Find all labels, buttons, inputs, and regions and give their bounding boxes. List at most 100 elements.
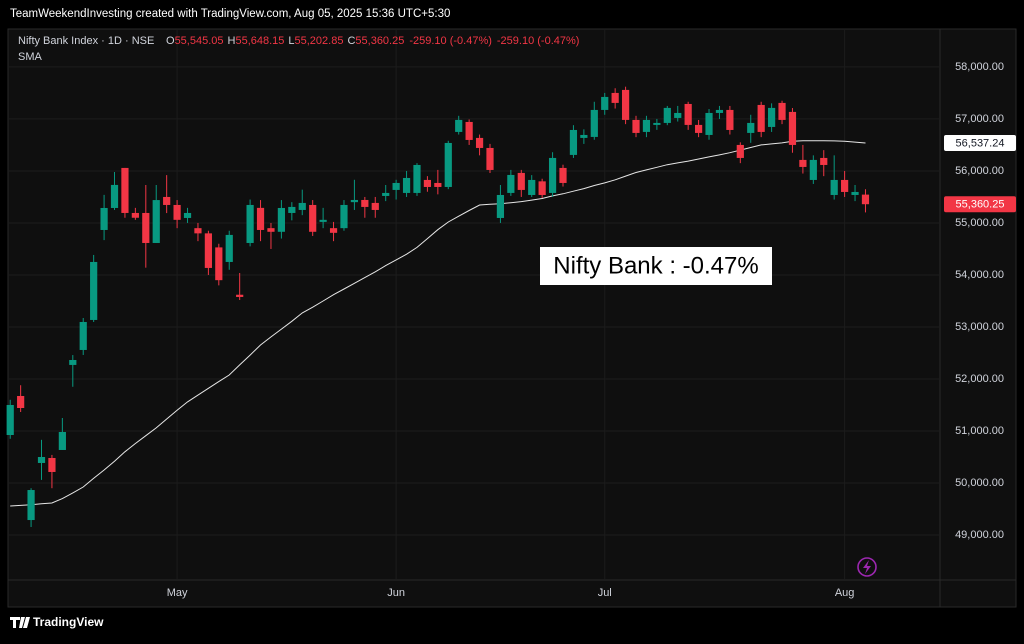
candle-body bbox=[17, 395, 25, 409]
candle-body bbox=[705, 112, 713, 135]
candle-body bbox=[152, 200, 160, 243]
candle-body bbox=[246, 204, 254, 243]
candle-body bbox=[392, 182, 400, 190]
candle-body bbox=[163, 196, 171, 205]
candle-body bbox=[6, 404, 14, 435]
candle-body bbox=[298, 202, 306, 210]
candle-body bbox=[861, 194, 870, 205]
ohlc-key: O bbox=[166, 35, 175, 47]
x-tick-label: Jun bbox=[387, 587, 405, 599]
legend-ohlc: O55,545.05 H55,648.15 L55,202.85 C55,360.25… bbox=[166, 35, 579, 47]
annotation-box bbox=[540, 247, 772, 285]
candle-body bbox=[194, 228, 202, 234]
ohlc-value: 55,648.15 bbox=[235, 35, 284, 47]
candle-body bbox=[757, 104, 765, 132]
candle-body bbox=[611, 92, 619, 103]
y-tick-label: 58,000.00 bbox=[955, 61, 1004, 73]
candle-body bbox=[329, 228, 338, 233]
candle-body bbox=[382, 192, 390, 196]
y-tick-label: 49,000.00 bbox=[955, 529, 1004, 541]
candle-body bbox=[225, 234, 233, 262]
candle-body bbox=[267, 228, 275, 232]
candle-body bbox=[475, 137, 484, 148]
candle-body bbox=[288, 206, 296, 213]
candle-body bbox=[277, 207, 285, 232]
candle-body bbox=[69, 360, 77, 365]
y-tick-label: 53,000.00 bbox=[955, 321, 1004, 333]
candle-body bbox=[507, 174, 515, 193]
brand-name: TradingView bbox=[33, 615, 104, 629]
candle-body bbox=[642, 119, 651, 132]
y-tick-label: 50,000.00 bbox=[955, 477, 1004, 489]
candle-body bbox=[851, 191, 859, 195]
candle-body bbox=[538, 181, 546, 195]
candle-body bbox=[361, 199, 369, 207]
candle-body bbox=[517, 172, 525, 190]
plot: 49,000.00 50,000.00 51,000.00 52,000.00 53,0… bbox=[6, 30, 1016, 599]
annotation: Nifty Bank : -0.47% bbox=[553, 252, 758, 279]
credit: TeamWeekendInvesting created with Tradin… bbox=[10, 8, 450, 20]
candle-body bbox=[486, 147, 494, 170]
candle-body bbox=[27, 490, 35, 521]
candle-body bbox=[319, 219, 327, 222]
candle-body bbox=[621, 89, 630, 120]
candle-body bbox=[559, 167, 567, 183]
legend-symbol: Nifty Bank Index · 1D · NSE bbox=[18, 35, 154, 47]
candle-body bbox=[726, 109, 734, 130]
candle-body bbox=[309, 204, 317, 232]
candle-body bbox=[496, 194, 505, 218]
candle-body bbox=[465, 121, 473, 140]
candle-body bbox=[788, 111, 797, 145]
candle-body bbox=[580, 134, 588, 138]
ohlc-value: 55,360.25 bbox=[355, 35, 404, 47]
candle-body bbox=[173, 204, 181, 220]
candle-body bbox=[674, 112, 682, 118]
candle-body bbox=[142, 212, 150, 243]
candle-body bbox=[455, 119, 463, 132]
y-tick-label: 52,000.00 bbox=[955, 373, 1004, 385]
alert-icon bbox=[857, 557, 877, 577]
candle-body bbox=[423, 179, 432, 187]
candle-body bbox=[79, 321, 87, 350]
y-tick-label: 54,000.00 bbox=[955, 269, 1004, 281]
candle-body bbox=[434, 182, 442, 187]
x-tick-label: Jul bbox=[598, 587, 612, 599]
candle-body bbox=[590, 109, 598, 137]
candle-body bbox=[632, 119, 640, 133]
candle-body bbox=[371, 202, 379, 210]
candle-body bbox=[340, 204, 348, 229]
candle-body bbox=[236, 294, 244, 297]
candle-body bbox=[809, 159, 817, 180]
candle-body bbox=[350, 199, 359, 203]
ohlc-key: H bbox=[228, 35, 236, 47]
ohlc-value: 55,202.85 bbox=[295, 35, 344, 47]
legend-indicator: SMA bbox=[18, 51, 43, 63]
brand-logo bbox=[10, 617, 30, 628]
candle-body bbox=[90, 261, 98, 320]
candle-body bbox=[402, 177, 411, 193]
y-tick-label: 55,000.00 bbox=[955, 217, 1004, 229]
ohlc-key: C bbox=[347, 35, 355, 47]
chart-panel bbox=[7, 28, 1017, 608]
candle-body bbox=[528, 179, 536, 195]
candle-body bbox=[694, 124, 703, 133]
candle-body bbox=[736, 144, 744, 158]
price-tag bbox=[944, 135, 1016, 152]
price-tag-label: 55,360.25 bbox=[956, 199, 1005, 211]
candle-body bbox=[256, 207, 265, 230]
candle-body bbox=[204, 233, 212, 268]
candle-body bbox=[569, 129, 578, 155]
candle-body bbox=[183, 212, 192, 218]
candle-body bbox=[58, 431, 66, 450]
legend-change: -259.10 (-0.47%) bbox=[497, 35, 580, 47]
legend-change: -259.10 (-0.47%) bbox=[409, 35, 492, 47]
candle-body bbox=[715, 109, 724, 113]
candle-body bbox=[830, 179, 838, 195]
candle-body bbox=[121, 167, 129, 213]
candle-body bbox=[778, 102, 786, 120]
y-tick-label: 51,000.00 bbox=[955, 425, 1004, 437]
candle-body bbox=[110, 184, 119, 208]
x-tick-label: May bbox=[167, 587, 188, 599]
candle-body bbox=[841, 179, 849, 192]
price-tag-label: 56,537.24 bbox=[956, 137, 1005, 149]
